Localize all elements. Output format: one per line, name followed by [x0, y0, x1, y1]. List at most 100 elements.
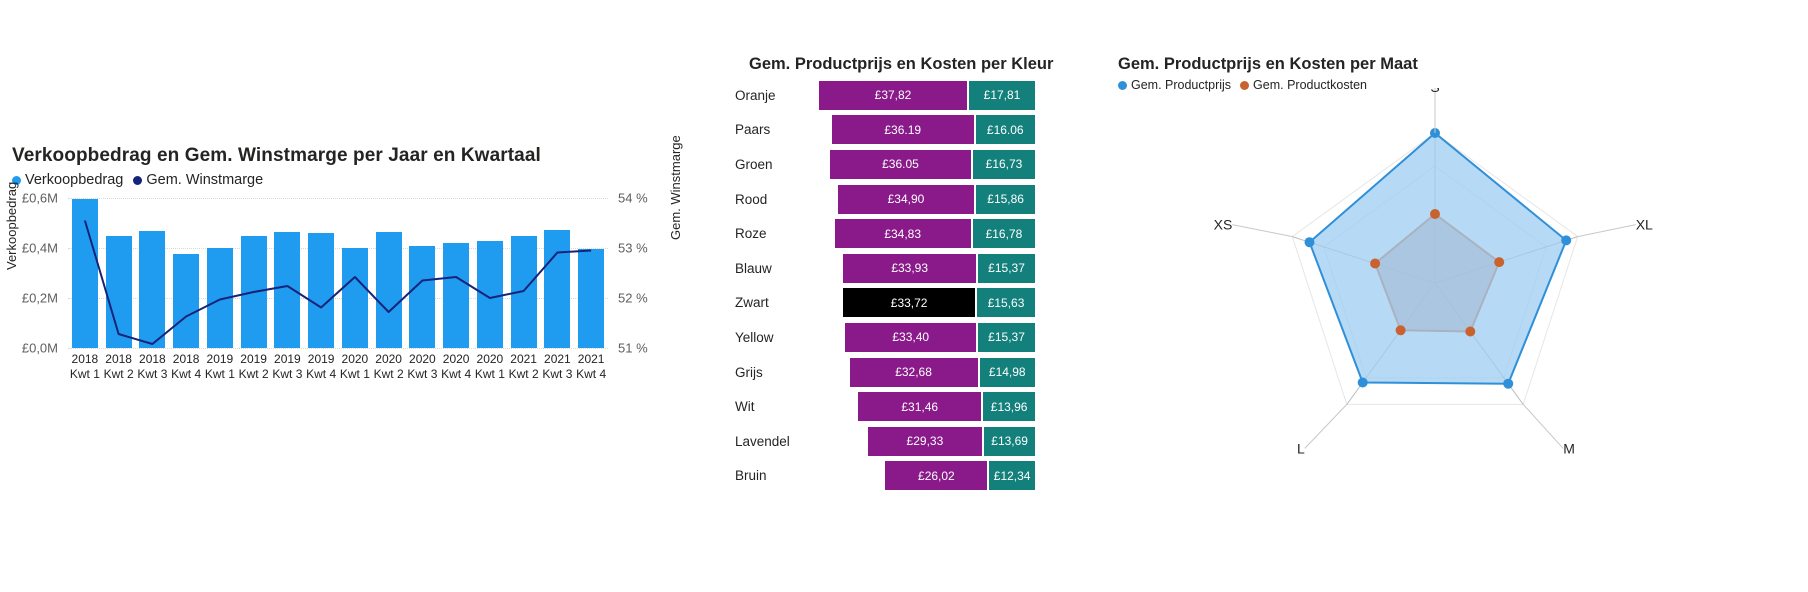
x-tick-quarter: Kwt 3 [137, 367, 168, 381]
bar-slot[interactable] [304, 198, 338, 348]
x-tick-label: 2019 Kwt 1 [203, 352, 237, 382]
bar-slot[interactable] [574, 198, 608, 348]
color-name-label: Groen [735, 156, 773, 172]
table-row[interactable]: Roze £34,83 £16,78 [735, 216, 1035, 251]
price-bar[interactable]: £36.19 [831, 115, 974, 145]
legend-item-productprijs[interactable]: Gem. Productprijs [1118, 78, 1231, 92]
price-bar[interactable]: £33,40 [845, 322, 977, 352]
y-tick-right: 53 % [618, 240, 648, 256]
x-tick-year: 2020 [409, 352, 436, 366]
table-row[interactable]: Grijs £32,68 £14,98 [735, 355, 1035, 390]
cost-bar[interactable]: £16.06 [975, 115, 1035, 145]
row-bars: £34,90 £15,86 [817, 184, 1035, 214]
price-bar[interactable]: £37,82 [819, 80, 967, 110]
bar[interactable] [476, 240, 503, 348]
price-bar[interactable]: £26,02 [885, 461, 988, 491]
x-tick-year: 2018 [172, 352, 200, 366]
table-row[interactable]: Groen £36.05 £16,73 [735, 147, 1035, 182]
bar-slot[interactable] [473, 198, 507, 348]
bar[interactable] [274, 232, 301, 348]
x-tick-label: 2020 Kwt 4 [439, 352, 473, 382]
cost-bar[interactable]: £13,96 [983, 392, 1035, 422]
cost-bar[interactable]: £15,63 [977, 288, 1035, 318]
radar-point[interactable] [1503, 378, 1514, 389]
color-name-label: Lavendel [735, 433, 790, 449]
x-tick-year: 2019 [206, 352, 234, 366]
cost-bar[interactable]: £12,34 [989, 461, 1035, 491]
x-tick-quarter: Kwt 4 [441, 367, 472, 381]
cost-bar[interactable]: £15,37 [978, 322, 1035, 352]
color-rows-container: Oranje £37,82 £17,81 Paars £36.19 £16.06 Groen… [735, 78, 1035, 493]
table-row[interactable]: Oranje £37,82 £17,81 [735, 78, 1035, 113]
x-tick-year: 2018 [71, 352, 99, 366]
table-row[interactable]: Blauw £33,93 £15,37 [735, 251, 1035, 286]
cost-bar[interactable]: £17,81 [969, 80, 1035, 110]
x-tick-year: 2019 [307, 352, 335, 366]
legend-item-productkosten[interactable]: Gem. Productkosten [1240, 78, 1367, 92]
radar-point[interactable] [1370, 258, 1381, 269]
bar-slot[interactable] [406, 198, 440, 348]
table-row[interactable]: Yellow £33,40 £15,37 [735, 320, 1035, 355]
x-tick-year: 2018 [105, 352, 132, 366]
price-bar[interactable]: £32,68 [849, 357, 978, 387]
bar[interactable] [375, 232, 402, 348]
bar-slot[interactable] [169, 198, 203, 348]
radar-axis-label: M [1563, 440, 1575, 456]
bar[interactable] [578, 249, 605, 348]
price-bar[interactable]: £33,93 [843, 253, 977, 283]
bar-slot[interactable] [136, 198, 170, 348]
x-tick-quarter: Kwt 1 [204, 367, 235, 381]
cost-bar[interactable]: £13,69 [984, 426, 1035, 456]
price-cost-by-color-chart[interactable]: Gem. Productprijs en Kosten per Kleur Or… [735, 0, 1053, 592]
bar-slot[interactable] [338, 198, 372, 348]
table-row[interactable]: Zwart £33,72 £15,63 [735, 286, 1035, 321]
bar[interactable] [173, 253, 200, 348]
table-row[interactable]: Bruin £26,02 £12,34 [735, 459, 1035, 494]
legend-dot-verkoopbedrag [12, 175, 21, 185]
bar[interactable] [443, 243, 470, 348]
bar[interactable] [139, 230, 166, 348]
price-bar[interactable]: £31,46 [858, 392, 982, 422]
bar-slot[interactable] [271, 198, 305, 348]
bar[interactable] [341, 247, 368, 348]
radar-point[interactable] [1561, 235, 1572, 246]
x-tick-quarter: Kwt 1 [339, 367, 370, 381]
cost-bar[interactable]: £16,73 [973, 149, 1035, 179]
price-cost-by-size-radar-chart[interactable]: Gem. Productprijs en Kosten per Maat Gem… [1110, 0, 1808, 592]
price-bar[interactable]: £29,33 [867, 426, 983, 456]
radar-point[interactable] [1494, 257, 1505, 268]
legend-dot-productprijs [1118, 80, 1127, 90]
price-bar[interactable]: £34,83 [834, 219, 971, 249]
bar[interactable] [308, 232, 335, 348]
table-row[interactable]: Wit £31,46 £13,96 [735, 389, 1035, 424]
row-bars: £29,33 £13,69 [817, 426, 1035, 456]
table-row[interactable]: Lavendel £29,33 £13,69 [735, 424, 1035, 459]
cost-bar[interactable]: £14,98 [979, 357, 1035, 387]
bar-slot[interactable] [102, 198, 136, 348]
price-bar[interactable]: £33,72 [843, 288, 976, 318]
color-name-label: Paars [735, 122, 771, 138]
price-bar[interactable]: £36.05 [829, 149, 972, 179]
x-tick-year: 2020 [341, 352, 369, 366]
legend-item-verkoopbedrag[interactable]: Verkoopbedrag [12, 172, 123, 188]
sales-margin-bar-chart[interactable]: Verkoopbedrag en Gem. Winstmarge per Jaa… [0, 0, 760, 592]
radar-point[interactable] [1304, 237, 1315, 248]
radar-point[interactable] [1357, 377, 1368, 388]
bar[interactable] [544, 229, 571, 348]
bar-slot[interactable] [372, 198, 406, 348]
legend-item-winstmarge[interactable]: Gem. Winstmarge [133, 172, 263, 188]
table-row[interactable]: Paars £36.19 £16.06 [735, 113, 1035, 148]
bar[interactable] [409, 246, 436, 348]
bar[interactable] [105, 235, 132, 348]
cost-bar[interactable]: £16,78 [972, 219, 1035, 249]
radar-point[interactable] [1465, 326, 1476, 337]
radar-plot: S XL M L XS [1214, 88, 1653, 456]
bar-slot[interactable] [541, 198, 575, 348]
table-row[interactable]: Rood £34,90 £15,86 [735, 182, 1035, 217]
price-bar[interactable]: £34,90 [837, 184, 975, 214]
bar-slot[interactable] [439, 198, 473, 348]
cost-bar[interactable]: £15,86 [976, 184, 1035, 214]
radar-point[interactable] [1395, 325, 1406, 336]
cost-bar[interactable]: £15,37 [978, 253, 1035, 283]
radar-point[interactable] [1430, 209, 1440, 219]
